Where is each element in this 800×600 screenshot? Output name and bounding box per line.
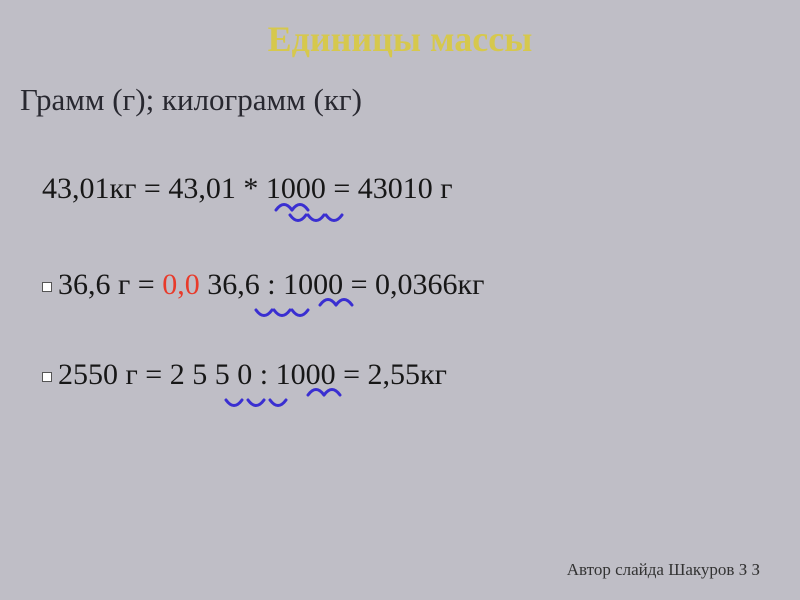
- slide-footer: Автор слайда Шакуров З З: [567, 560, 760, 580]
- eq3-arcs: [0, 0, 800, 600]
